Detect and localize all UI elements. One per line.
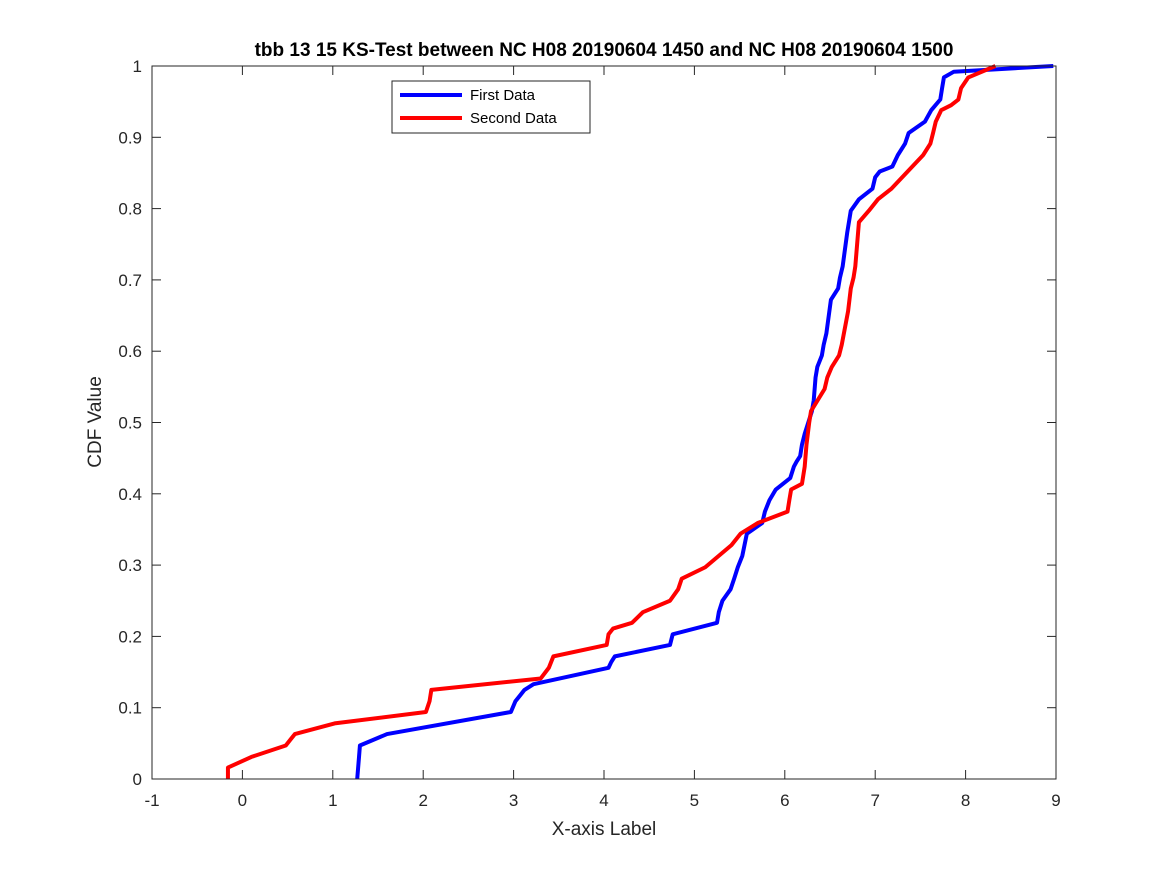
- x-tick-label: 2: [418, 791, 427, 810]
- x-tick-label: 4: [599, 791, 608, 810]
- legend-label-second-data: Second Data: [470, 110, 557, 127]
- x-tick-label: 0: [238, 791, 247, 810]
- y-axis-label: CDF Value: [85, 376, 106, 468]
- y-tick-label: 0.7: [118, 271, 142, 290]
- x-tick-label: 3: [509, 791, 518, 810]
- y-tick-label: 0.5: [118, 414, 142, 433]
- chart-title: tbb 13 15 KS-Test between NC H08 2019060…: [255, 40, 954, 61]
- y-tick-label: 0: [133, 770, 142, 789]
- legend-label-first-data: First Data: [470, 87, 536, 104]
- legend: First Data Second Data: [391, 80, 591, 134]
- y-tick-label: 1: [133, 57, 142, 76]
- x-tick-label: 9: [1051, 791, 1060, 810]
- x-axis-ticks: -1 0 1 2 3 4 5 6 7 8 9: [144, 66, 1061, 810]
- series-layer: [225, 64, 1054, 780]
- y-tick-label: 0.3: [118, 556, 142, 575]
- y-tick-label: 0.6: [118, 342, 142, 361]
- x-tick-label: 5: [690, 791, 699, 810]
- x-tick-label: -1: [144, 791, 159, 810]
- y-tick-label: 0.9: [118, 128, 142, 147]
- y-tick-label: 0.2: [118, 627, 142, 646]
- plot-area: [152, 66, 1056, 779]
- y-tick-label: 0.1: [118, 699, 142, 718]
- y-tick-label: 0.4: [118, 485, 142, 504]
- x-tick-label: 6: [780, 791, 789, 810]
- legend-box: [391, 80, 591, 134]
- series-line-second-data: [225, 64, 997, 779]
- x-tick-label: 8: [961, 791, 970, 810]
- x-tick-label: 7: [870, 791, 879, 810]
- x-axis-label: X-axis Label: [552, 819, 657, 840]
- y-tick-label: 0.8: [118, 200, 142, 219]
- series-line-first-data: [355, 64, 1054, 780]
- x-tick-label: 1: [328, 791, 337, 810]
- y-axis-ticks: 0 0.1 0.2 0.3 0.4 0.5 0.6 0.7 0.8 0.9 1: [118, 57, 1056, 789]
